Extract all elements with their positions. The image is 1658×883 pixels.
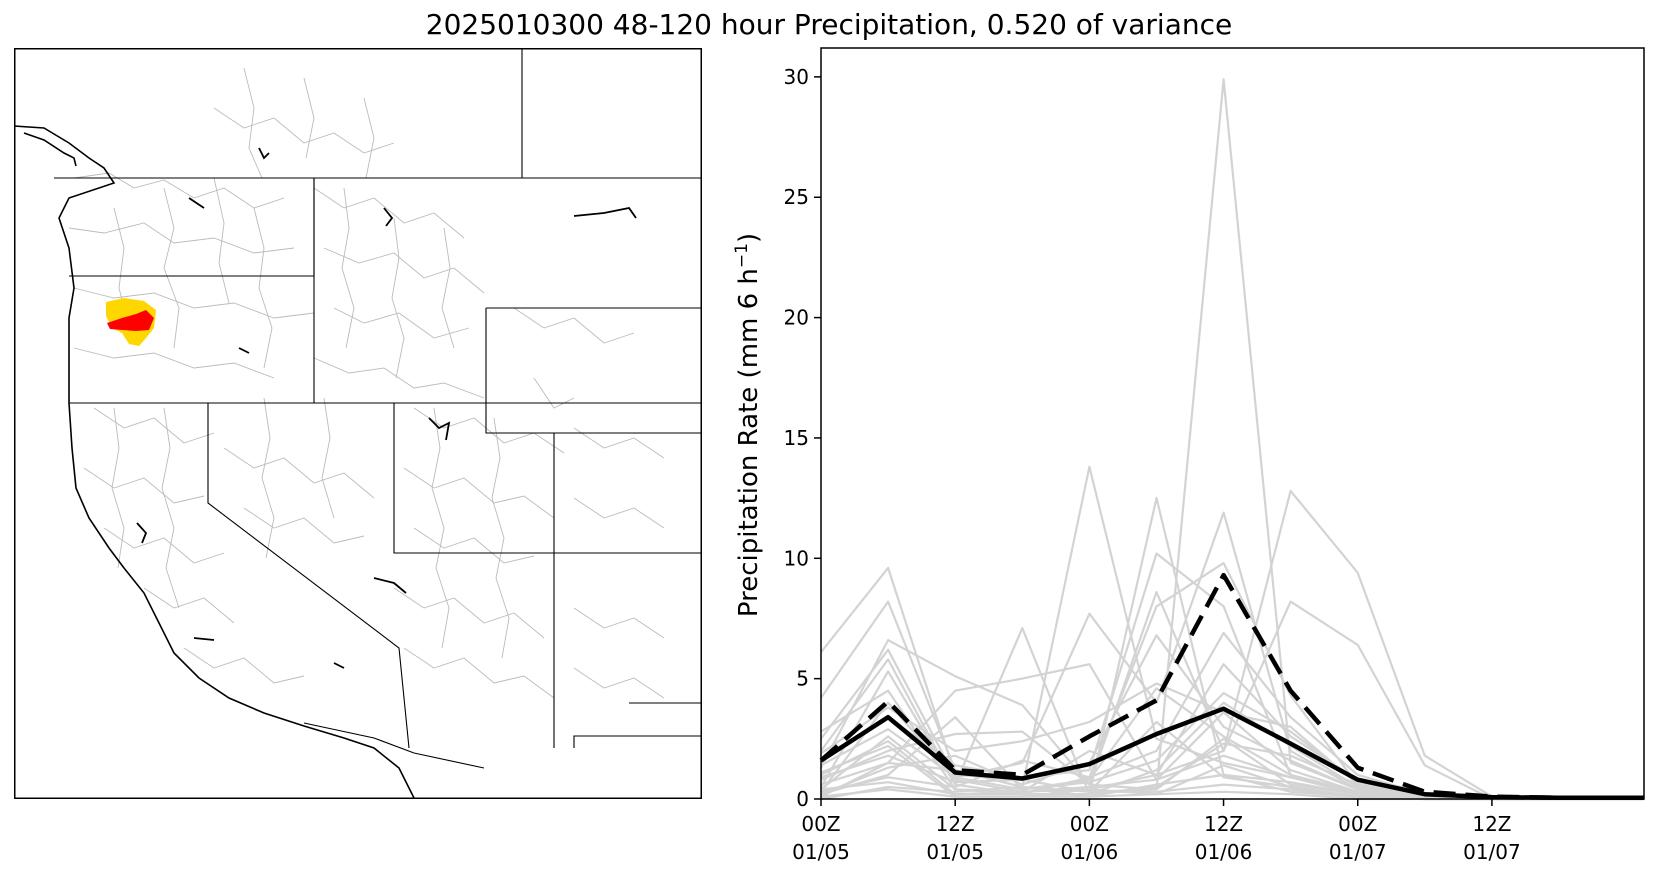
y-axis-label-superscript: −1 [732,243,752,268]
plot-frame [820,47,1645,800]
x-tick-label-time: 00Z [1338,812,1377,836]
river-basins [68,67,665,699]
x-tick-label-date: 01/07 [1463,840,1521,864]
map-panel [14,48,702,799]
y-tick-label: 25 [784,185,809,209]
x-tick-label-date: 01/07 [1329,840,1387,864]
ensemble-members [820,78,1644,801]
x-tick-label-date: 01/06 [1195,840,1253,864]
y-axis-ticks: 0 5 10 15 20 25 30 [784,65,821,811]
y-tick-label: 0 [796,787,809,811]
y-tick-label: 20 [784,306,809,330]
ensemble-member-line [820,465,1644,801]
state-borders [54,48,702,769]
y-tick-label: 5 [796,667,809,691]
basin-inner-region [107,310,154,331]
x-tick-label-time: 00Z [801,812,840,836]
x-tick-label-time: 00Z [1070,812,1109,836]
lakes [136,147,637,669]
x-tick-label-date: 01/05 [792,840,850,864]
y-axis-label-tail: ) [734,233,764,243]
y-tick-label: 15 [784,426,809,450]
y-axis-label: Precipitation Rate (mm 6 h−1) [732,233,764,617]
map-frame [14,48,702,799]
x-axis-ticks: 00Z 01/05 12Z 01/05 00Z 01/06 12Z 01/06 00Z 01/07… [792,799,1521,864]
y-tick-label: 30 [784,65,809,89]
mean-series-line [819,706,1644,801]
y-axis-label-main: Precipitation Rate (mm 6 h [734,268,764,617]
summary-series [819,572,1644,801]
dashed-series-line [819,572,1644,801]
x-tick-label-date: 01/05 [926,840,984,864]
x-tick-label-date: 01/06 [1061,840,1119,864]
x-tick-label-time: 12Z [1204,812,1243,836]
figure-title: 2025010300 48-120 hour Precipitation, 0.… [425,8,1233,41]
y-tick-label: 10 [784,546,809,570]
ensemble-member-line [820,78,1644,801]
highlighted-basin [106,298,156,346]
x-tick-label-time: 12Z [1472,812,1511,836]
x-tick-label-time: 12Z [936,812,975,836]
